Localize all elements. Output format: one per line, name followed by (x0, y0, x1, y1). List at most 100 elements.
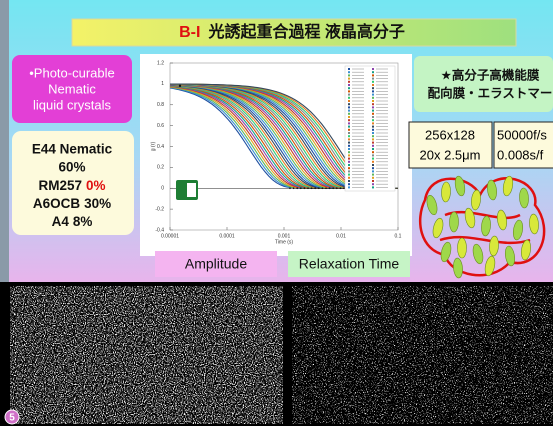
mesogen (449, 212, 458, 232)
legend-swatch (372, 78, 374, 80)
legend-swatch (372, 154, 374, 156)
legend-swatch (348, 158, 350, 160)
legend-swatch (372, 110, 374, 112)
legend-swatch (348, 122, 350, 124)
y-tick-label: 0.4 (157, 144, 164, 150)
component-amount: 0% (86, 178, 106, 193)
legend-swatch (348, 180, 350, 182)
component-amount: 30% (84, 196, 111, 211)
right-box-line: 配向膜・エラストマー (428, 85, 553, 100)
y-axis-label: g (τ) (150, 141, 156, 151)
legend-swatch (348, 84, 350, 86)
baseline-dot (304, 187, 306, 189)
baseline-dot (325, 187, 327, 189)
legend-swatch (372, 103, 374, 105)
legend-swatch (372, 180, 374, 182)
legend-swatch (372, 145, 374, 147)
baseline-dot (314, 187, 316, 189)
composition-line: 60% (58, 160, 85, 175)
title-text: 光誘起重合過程 液晶高分子 (207, 22, 404, 41)
legend-swatch (348, 110, 350, 112)
spec-text: 256x128 (425, 127, 475, 142)
y-tick-label: -0.2 (155, 206, 164, 212)
legend-swatch (348, 142, 350, 144)
legend-swatch (348, 129, 350, 131)
legend-swatch (348, 78, 350, 80)
baseline-dot (340, 187, 342, 189)
baseline-dot (329, 187, 331, 189)
legend-swatch (372, 119, 374, 121)
legend-swatch (348, 154, 350, 156)
excel-sheet (187, 183, 196, 197)
legend-swatch (372, 87, 374, 89)
legend-swatch (372, 132, 374, 134)
baseline-dot (296, 187, 298, 189)
legend-swatch (348, 87, 350, 89)
relaxation-image (292, 286, 553, 424)
legend-swatch (372, 68, 374, 70)
baseline-dot (307, 187, 309, 189)
x-tick-label: 0.00001 (161, 233, 179, 239)
legend-swatch (348, 167, 350, 169)
legend-swatch (372, 186, 374, 188)
component-name: A4 (52, 214, 70, 229)
legend-swatch (372, 138, 374, 140)
legend-swatch (348, 116, 350, 118)
y-tick-label: 1.2 (157, 60, 164, 66)
baseline-dot (332, 187, 334, 189)
baseline-dot (343, 187, 345, 189)
slide: B-I光誘起重合過程 液晶高分子 •Photo-curable Nematic … (0, 0, 553, 426)
legend-swatch (348, 132, 350, 134)
legend-swatch (348, 119, 350, 121)
baseline-dot (311, 187, 313, 189)
x-tick-label: 0.0001 (219, 233, 235, 239)
baseline-dot (289, 187, 291, 189)
legend-swatch (372, 71, 374, 73)
amplitude-image (10, 286, 283, 424)
legend-swatch (372, 148, 374, 150)
button-label: Amplitude (185, 256, 247, 272)
y-tick-label: 0 (161, 186, 164, 192)
legend-swatch (348, 90, 350, 92)
first-dot (179, 85, 181, 87)
legend-swatch (348, 186, 350, 188)
legend-swatch (348, 174, 350, 176)
legend-swatch (372, 116, 374, 118)
left-box-line: •Photo-curable (29, 65, 115, 80)
y-tick-label: 0.6 (157, 123, 164, 129)
legend-swatch (348, 106, 350, 108)
legend-swatch (372, 129, 374, 131)
y-tick-label: 0.2 (157, 165, 164, 171)
legend-swatch (348, 100, 350, 102)
page: B-I光誘起重合過程 液晶高分子 •Photo-curable Nematic … (0, 0, 553, 426)
legend-swatch (372, 164, 374, 166)
legend-swatch (372, 174, 374, 176)
legend-swatch (348, 177, 350, 179)
legend-swatch (348, 71, 350, 73)
baseline-dot (336, 187, 338, 189)
left-box-line: liquid crystals (33, 97, 112, 112)
legend-swatch (348, 170, 350, 172)
legend-swatch (348, 97, 350, 99)
legend-swatch (348, 68, 350, 70)
y-tick-label: 1 (161, 81, 164, 87)
legend-swatch (372, 183, 374, 185)
left-box-line: Nematic (48, 81, 96, 96)
button-label: Relaxation Time (299, 256, 400, 272)
page-number: 5 (9, 413, 15, 424)
x-tick-label: 0.01 (336, 233, 346, 239)
legend-swatch (348, 145, 350, 147)
legend-swatch (372, 170, 374, 172)
component-name: A6OCB (33, 196, 81, 211)
spec-text: 20x 2.5μm (420, 147, 481, 162)
legend-swatch (372, 151, 374, 153)
left-edge (0, 0, 9, 282)
legend-swatch (372, 94, 374, 96)
spec-text: 0.008s/f (497, 147, 544, 162)
legend-swatch (372, 84, 374, 86)
legend-swatch (372, 161, 374, 163)
